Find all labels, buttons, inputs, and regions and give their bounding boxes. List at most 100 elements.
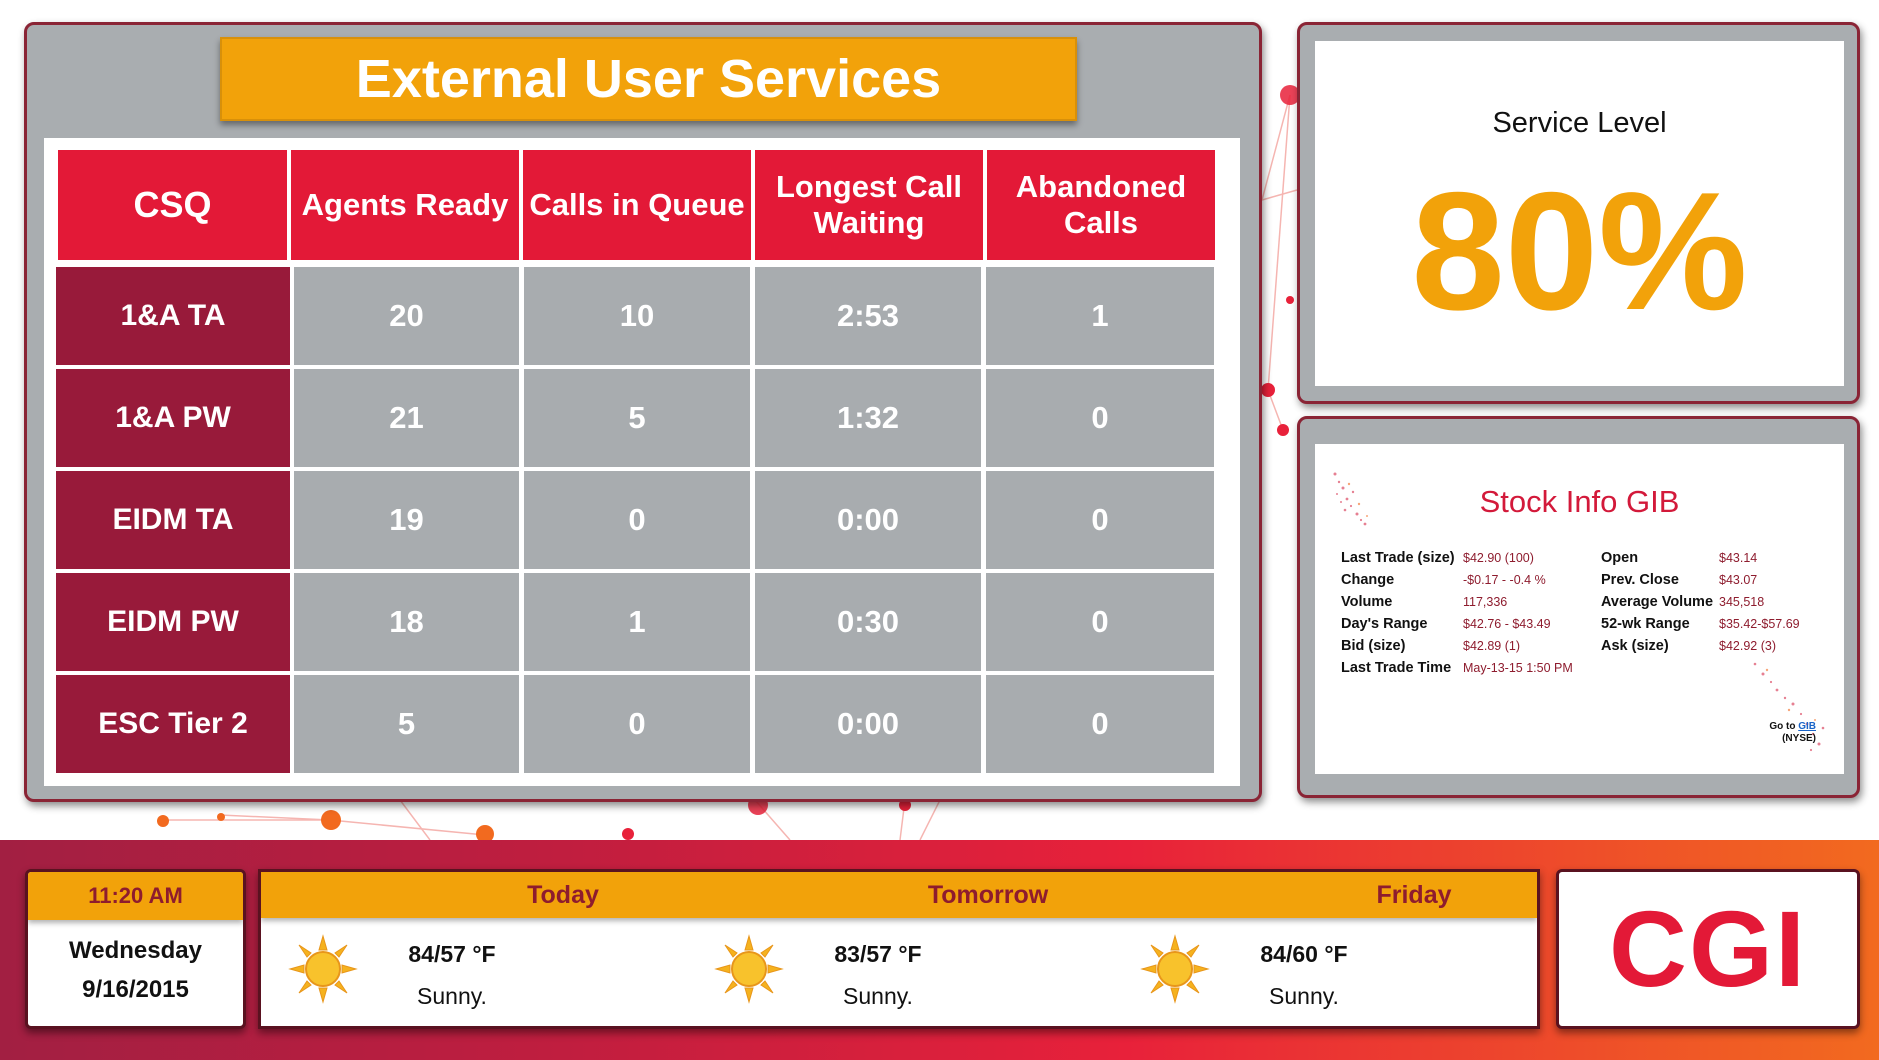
clock-time: 11:20 AM: [28, 872, 243, 920]
weather-condition: Sunny.: [1269, 983, 1339, 1009]
clock-date: 9/16/2015: [82, 976, 189, 1003]
stock-field-value: $43.07: [1719, 573, 1758, 587]
company-logo-card: CGI: [1556, 869, 1860, 1029]
abandoned-calls-value: 0: [986, 573, 1214, 671]
csq-name: EIDM TA: [56, 471, 290, 569]
stock-title: Stock Info GIB: [1479, 484, 1680, 519]
stock-field-label: Open: [1601, 550, 1639, 566]
stock-link-prefix: Go to: [1769, 721, 1796, 732]
stock-field-value: $42.90 (100): [1463, 551, 1534, 565]
weather-condition: Sunny.: [843, 983, 913, 1009]
abandoned-calls-value: 0: [986, 471, 1214, 569]
stock-exchange-label: (NYSE): [1782, 733, 1816, 744]
company-logo: CGI: [1608, 888, 1807, 1009]
stock-decoration: [1333, 472, 1825, 752]
stock-row: Bid (size) $42.89 (1): [1341, 635, 1573, 657]
weather-day-label: Friday: [1376, 881, 1452, 909]
sun-icon: [288, 934, 358, 1004]
csq-name: 1&A PW: [56, 369, 290, 467]
network-decoration: [157, 85, 1300, 840]
stock-field-label: Bid (size): [1341, 638, 1406, 654]
abandoned-calls-value: 0: [986, 675, 1214, 773]
weather-temperature: 84/60 °F: [1260, 941, 1348, 967]
column-header-agents-ready: Agents Ready: [291, 150, 519, 260]
weather-header: Today Tomorrow Friday: [261, 872, 1537, 918]
weather-widget: Today Tomorrow Friday 84/57 °F Sunny. 83…: [258, 869, 1540, 1029]
sun-icon: [714, 934, 784, 1004]
stock-left-column: Last Trade (size) $42.90 (100) Change -$…: [1341, 547, 1573, 679]
stock-info-card: Stock Info GIB Last Trade (size) $42.90 …: [1315, 444, 1844, 774]
stock-symbol-link[interactable]: GIB: [1798, 721, 1816, 732]
agents-ready-value: 21: [294, 369, 519, 467]
weather-day-label: Tomorrow: [927, 881, 1049, 909]
queue-table: CSQ Agents Ready Calls in Queue Longest …: [44, 138, 1240, 786]
weather-temperature: 84/57 °F: [408, 941, 496, 967]
weather-temperature: 83/57 °F: [834, 941, 922, 967]
agents-ready-value: 18: [294, 573, 519, 671]
service-level-card: Service Level 80%: [1315, 41, 1844, 386]
stock-field-value: May-13-15 1:50 PM: [1463, 661, 1573, 675]
stock-info-panel: Stock Info GIB Last Trade (size) $42.90 …: [1297, 416, 1860, 798]
csq-name: 1&A TA: [56, 267, 290, 365]
stock-field-label: Volume: [1341, 594, 1393, 610]
stock-field-label: Average Volume: [1601, 594, 1714, 610]
service-level-value: 80%: [1411, 157, 1748, 345]
longest-wait-value: 0:30: [755, 573, 981, 671]
sun-icon: [1140, 934, 1210, 1004]
stock-field-label: Last Trade (size): [1341, 550, 1455, 566]
stock-field-value: 345,518: [1719, 595, 1765, 609]
page-title: External User Services: [220, 37, 1077, 121]
stock-field-value: $42.89 (1): [1463, 639, 1520, 653]
stock-field-value: 117,336: [1463, 595, 1508, 609]
service-level-label: Service Level: [1492, 107, 1667, 139]
stock-link-block: Go to GIB (NYSE): [1769, 721, 1816, 745]
queue-stats-panel: External User Services CSQ Agents Ready …: [24, 22, 1262, 802]
stock-row: Volume 117,336: [1341, 591, 1573, 613]
csq-name: EIDM PW: [56, 573, 290, 671]
stock-row: Change -$0.17 - -0.4 %: [1341, 569, 1573, 591]
stock-field-label: Day's Range: [1341, 616, 1428, 632]
stock-field-value: $43.14: [1719, 551, 1758, 565]
stock-row: Last Trade Time May-13-15 1:50 PM: [1341, 657, 1573, 679]
agents-ready-value: 20: [294, 267, 519, 365]
longest-wait-value: 0:00: [755, 471, 981, 569]
column-header-csq: CSQ: [58, 150, 287, 260]
stock-field-value: -$0.17 - -0.4 %: [1463, 573, 1546, 587]
calls-in-queue-value: 5: [524, 369, 750, 467]
stock-field-value: $42.92 (3): [1719, 639, 1776, 653]
clock-weekday: Wednesday: [69, 937, 202, 964]
calls-in-queue-value: 10: [524, 267, 750, 365]
stock-row: Open $43.14: [1601, 547, 1800, 569]
agents-ready-value: 19: [294, 471, 519, 569]
stock-field-label: Change: [1341, 572, 1395, 588]
stock-field-value: $35.42-$57.69: [1719, 617, 1800, 631]
clock-widget: 11:20 AM Wednesday 9/16/2015: [25, 869, 246, 1029]
stock-row: Last Trade (size) $42.90 (100): [1341, 547, 1573, 569]
longest-wait-value: 2:53: [755, 267, 981, 365]
column-header-longest-call-waiting: Longest Call Waiting: [755, 150, 983, 260]
stock-row: Prev. Close $43.07: [1601, 569, 1800, 591]
longest-wait-value: 1:32: [755, 369, 981, 467]
abandoned-calls-value: 0: [986, 369, 1214, 467]
stock-row: Average Volume 345,518: [1601, 591, 1800, 613]
stock-field-label: Prev. Close: [1601, 572, 1679, 588]
column-header-calls-in-queue: Calls in Queue: [523, 150, 751, 260]
stock-right-column: Open $43.14 Prev. Close $43.07 Average V…: [1601, 547, 1800, 657]
calls-in-queue-value: 0: [524, 471, 750, 569]
abandoned-calls-value: 1: [986, 267, 1214, 365]
stock-row: Ask (size) $42.92 (3): [1601, 635, 1800, 657]
agents-ready-value: 5: [294, 675, 519, 773]
weather-condition: Sunny.: [417, 983, 487, 1009]
csq-name: ESC Tier 2: [56, 675, 290, 773]
stock-field-value: $42.76 - $43.49: [1463, 617, 1551, 631]
stock-field-label: 52-wk Range: [1601, 616, 1690, 632]
stock-row: 52-wk Range $35.42-$57.69: [1601, 613, 1800, 635]
longest-wait-value: 0:00: [755, 675, 981, 773]
stock-field-label: Last Trade Time: [1341, 660, 1452, 676]
calls-in-queue-value: 1: [524, 573, 750, 671]
stock-field-label: Ask (size): [1601, 638, 1669, 654]
service-level-panel: Service Level 80%: [1297, 22, 1860, 404]
stock-row: Day's Range $42.76 - $43.49: [1341, 613, 1573, 635]
column-header-abandoned-calls: Abandoned Calls: [987, 150, 1215, 260]
weather-day-label: Today: [527, 881, 599, 909]
